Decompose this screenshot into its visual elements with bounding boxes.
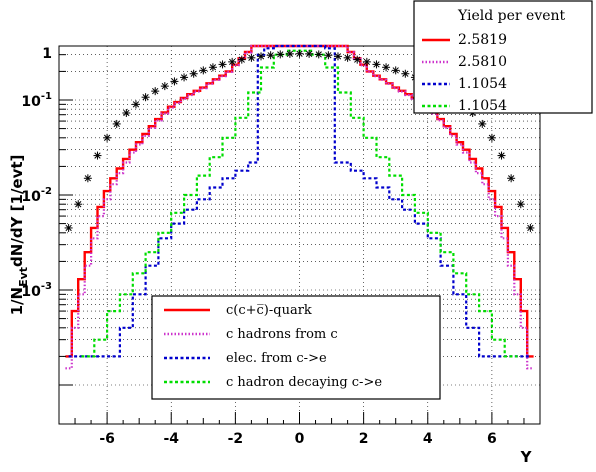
yield-value: 2.5819 — [458, 32, 507, 48]
series-line-2 — [65, 44, 534, 370]
star-marker — [516, 200, 525, 209]
legend-label: c(c+c̅)-quark — [226, 303, 312, 318]
axes-group: -6 -4 -2 0 2 4 6 1 10-1 10-2 10-3 — [21, 46, 541, 447]
yield-box: Yield per event 2.5819 2.5810 1.1054 1.1054 — [413, 0, 593, 114]
star-marker — [333, 52, 342, 61]
series-line-3 — [68, 44, 531, 358]
star-marker — [285, 49, 294, 58]
star-marker — [507, 174, 516, 183]
legend-label: elec. from c->e — [226, 351, 327, 366]
x-tick-label: -2 — [228, 431, 244, 447]
star-marker — [112, 119, 121, 128]
star-marker — [324, 51, 333, 60]
yield-value: 1.1054 — [458, 76, 507, 92]
star-marker — [122, 108, 131, 117]
star-marker — [487, 133, 496, 142]
yield-value: 1.1054 — [458, 98, 507, 114]
x-tick-label: 0 — [295, 431, 305, 447]
star-marker — [208, 63, 217, 72]
star-marker — [151, 87, 160, 96]
star-marker — [131, 100, 140, 109]
star-marker — [276, 50, 285, 59]
star-marker — [141, 93, 150, 102]
star-marker — [372, 60, 381, 69]
star-marker — [401, 69, 410, 78]
star-marker — [160, 82, 169, 91]
x-tick-label: 4 — [423, 431, 433, 447]
legend-label: c hadrons from c — [226, 327, 338, 342]
yield-box-header: Yield per event — [457, 8, 566, 24]
x-tick-label: 2 — [359, 431, 369, 447]
star-marker — [93, 151, 102, 160]
star-marker — [199, 66, 208, 75]
series-group — [64, 44, 535, 370]
star-marker — [305, 49, 314, 58]
star-marker — [257, 52, 266, 61]
star-marker — [266, 51, 275, 60]
star-marker — [478, 119, 487, 128]
star-marker — [74, 200, 83, 209]
star-marker — [170, 77, 179, 86]
star-marker — [343, 53, 352, 62]
star-marker — [497, 151, 506, 160]
star-marker — [247, 53, 256, 62]
star-marker — [362, 57, 371, 66]
star-marker — [180, 73, 189, 82]
star-marker — [526, 223, 535, 232]
y-tick-label: 10-2 — [21, 186, 52, 205]
yield-value: 2.5810 — [458, 54, 507, 70]
star-marker — [314, 50, 323, 59]
y-tick-label: 10-3 — [21, 281, 52, 300]
star-marker — [237, 55, 246, 64]
star-marker — [391, 66, 400, 75]
x-tick-label: 6 — [487, 431, 497, 447]
star-marker — [353, 55, 362, 64]
star-marker — [382, 63, 391, 72]
legend-label: c hadron decaying c->e — [226, 375, 382, 390]
star-marker — [103, 133, 112, 142]
star-marker — [64, 223, 73, 232]
legend-box: c(c+c̅)-quark c hadrons from c elec. from … — [151, 295, 441, 400]
star-marker — [295, 49, 304, 58]
x-tick-label: -4 — [163, 431, 179, 447]
y-axis-title: 1/NEvtdN/dY [1/evt] — [8, 155, 30, 316]
y-tick-label: 10-1 — [21, 91, 52, 110]
x-axis-title: Y — [520, 448, 533, 466]
x-tick-label: -6 — [99, 431, 115, 447]
y-tick-label: 1 — [42, 46, 52, 62]
star-marker — [83, 174, 92, 183]
star-marker — [228, 57, 237, 66]
star-marker — [218, 60, 227, 69]
star-marker — [189, 69, 198, 78]
